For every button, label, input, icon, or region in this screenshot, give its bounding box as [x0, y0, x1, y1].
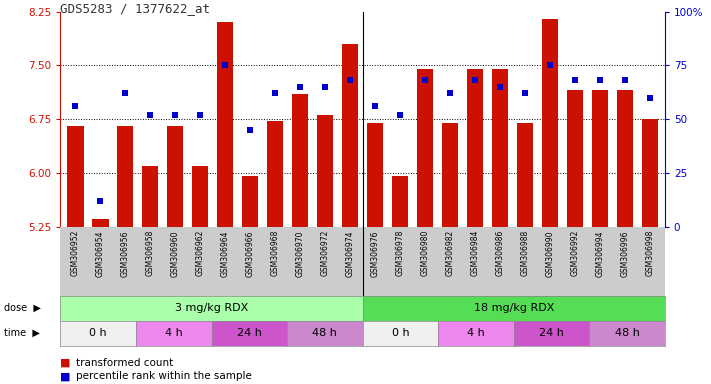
Bar — [92, 219, 109, 227]
Point — [170, 112, 181, 118]
Bar — [492, 69, 508, 227]
Point — [294, 84, 306, 90]
Point — [319, 84, 331, 90]
Text: GSM306978: GSM306978 — [395, 230, 405, 276]
Text: GSM306998: GSM306998 — [646, 230, 654, 276]
Point — [619, 77, 631, 83]
Point — [269, 90, 281, 96]
Bar — [392, 176, 408, 227]
Text: GSM306962: GSM306962 — [196, 230, 205, 276]
Text: GSM306972: GSM306972 — [321, 230, 330, 276]
Point — [644, 94, 656, 101]
Point — [570, 77, 581, 83]
Text: 0 h: 0 h — [392, 328, 410, 338]
Text: 4 h: 4 h — [467, 328, 485, 338]
Text: GSM306952: GSM306952 — [71, 230, 80, 276]
Bar — [542, 19, 558, 227]
Text: GSM306996: GSM306996 — [620, 230, 629, 276]
Text: 18 mg/kg RDX: 18 mg/kg RDX — [474, 303, 554, 313]
Point — [519, 90, 530, 96]
Bar — [517, 122, 533, 227]
Text: GSM306976: GSM306976 — [370, 230, 380, 276]
Bar — [592, 90, 608, 227]
Text: percentile rank within the sample: percentile rank within the sample — [76, 371, 252, 381]
Text: GSM306958: GSM306958 — [146, 230, 155, 276]
Bar — [367, 122, 383, 227]
Bar — [167, 126, 183, 227]
Text: GSM306966: GSM306966 — [246, 230, 255, 276]
Bar — [442, 122, 458, 227]
Text: GSM306960: GSM306960 — [171, 230, 180, 276]
Text: GSM306992: GSM306992 — [570, 230, 579, 276]
Point — [370, 103, 381, 109]
Text: 4 h: 4 h — [165, 328, 183, 338]
Point — [144, 112, 156, 118]
Point — [119, 90, 131, 96]
Text: GSM306990: GSM306990 — [545, 230, 555, 276]
Point — [344, 77, 356, 83]
Point — [594, 77, 606, 83]
Text: GSM306954: GSM306954 — [96, 230, 105, 276]
Point — [95, 198, 106, 204]
Bar — [467, 69, 483, 227]
Point — [469, 77, 481, 83]
Point — [494, 84, 506, 90]
Text: GSM306974: GSM306974 — [346, 230, 355, 276]
Bar — [142, 166, 159, 227]
Bar — [567, 90, 583, 227]
Text: GSM306994: GSM306994 — [595, 230, 604, 276]
Point — [444, 90, 456, 96]
Point — [245, 127, 256, 133]
Bar — [267, 121, 283, 227]
Text: time  ▶: time ▶ — [4, 328, 40, 338]
Text: GSM306984: GSM306984 — [471, 230, 479, 276]
Text: 48 h: 48 h — [312, 328, 337, 338]
Text: ■: ■ — [60, 358, 75, 368]
Text: GSM306986: GSM306986 — [496, 230, 505, 276]
Point — [395, 112, 406, 118]
Bar — [616, 90, 633, 227]
Text: GSM306970: GSM306970 — [296, 230, 305, 276]
Point — [419, 77, 431, 83]
Point — [220, 62, 231, 68]
Text: 0 h: 0 h — [90, 328, 107, 338]
Bar — [68, 126, 83, 227]
Text: 24 h: 24 h — [539, 328, 564, 338]
Text: GSM306980: GSM306980 — [420, 230, 429, 276]
Text: GSM306988: GSM306988 — [520, 230, 530, 276]
Bar — [117, 126, 134, 227]
Text: GDS5283 / 1377622_at: GDS5283 / 1377622_at — [60, 2, 210, 15]
Bar — [242, 176, 258, 227]
Point — [544, 62, 555, 68]
Text: transformed count: transformed count — [76, 358, 173, 368]
Bar — [217, 22, 233, 227]
Point — [70, 103, 81, 109]
Bar — [342, 44, 358, 227]
Text: GSM306968: GSM306968 — [271, 230, 279, 276]
Bar — [642, 119, 658, 227]
Text: GSM306956: GSM306956 — [121, 230, 130, 276]
Text: 3 mg/kg RDX: 3 mg/kg RDX — [175, 303, 248, 313]
Text: GSM306964: GSM306964 — [220, 230, 230, 276]
Bar — [417, 69, 433, 227]
Text: GSM306982: GSM306982 — [446, 230, 454, 276]
Bar — [317, 116, 333, 227]
Text: ■: ■ — [60, 371, 75, 381]
Text: dose  ▶: dose ▶ — [4, 303, 41, 313]
Text: 24 h: 24 h — [237, 328, 262, 338]
Text: 48 h: 48 h — [614, 328, 639, 338]
Bar — [192, 166, 208, 227]
Bar — [292, 94, 309, 227]
Point — [195, 112, 206, 118]
